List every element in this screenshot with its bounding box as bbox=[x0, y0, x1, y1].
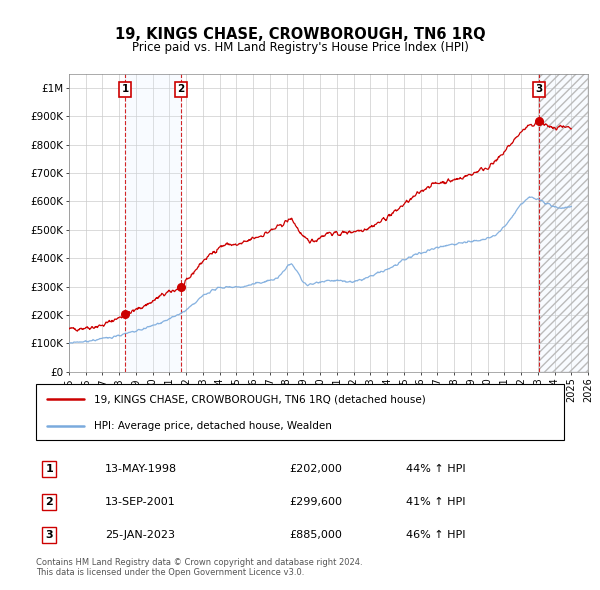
Text: 19, KINGS CHASE, CROWBOROUGH, TN6 1RQ (detached house): 19, KINGS CHASE, CROWBOROUGH, TN6 1RQ (d… bbox=[94, 394, 426, 404]
Text: 3: 3 bbox=[535, 84, 542, 94]
Text: £299,600: £299,600 bbox=[289, 497, 343, 507]
Bar bbox=[539, 74, 588, 372]
Text: Contains HM Land Registry data © Crown copyright and database right 2024.
This d: Contains HM Land Registry data © Crown c… bbox=[36, 558, 362, 577]
Text: Price paid vs. HM Land Registry's House Price Index (HPI): Price paid vs. HM Land Registry's House … bbox=[131, 41, 469, 54]
Text: 41% ↑ HPI: 41% ↑ HPI bbox=[406, 497, 465, 507]
Text: £885,000: £885,000 bbox=[289, 530, 343, 540]
Text: 13-MAY-1998: 13-MAY-1998 bbox=[104, 464, 177, 474]
Text: 3: 3 bbox=[46, 530, 53, 540]
Bar bbox=[539, 74, 588, 372]
Bar bbox=[125, 74, 181, 372]
Text: 19, KINGS CHASE, CROWBOROUGH, TN6 1RQ: 19, KINGS CHASE, CROWBOROUGH, TN6 1RQ bbox=[115, 27, 485, 41]
Text: 1: 1 bbox=[46, 464, 53, 474]
Text: 2: 2 bbox=[46, 497, 53, 507]
Text: 2: 2 bbox=[178, 84, 185, 94]
Text: 25-JAN-2023: 25-JAN-2023 bbox=[104, 530, 175, 540]
Text: 44% ↑ HPI: 44% ↑ HPI bbox=[406, 464, 465, 474]
Text: 13-SEP-2001: 13-SEP-2001 bbox=[104, 497, 175, 507]
Text: 1: 1 bbox=[122, 84, 129, 94]
Text: 46% ↑ HPI: 46% ↑ HPI bbox=[406, 530, 465, 540]
Text: HPI: Average price, detached house, Wealden: HPI: Average price, detached house, Weal… bbox=[94, 421, 332, 431]
Text: £202,000: £202,000 bbox=[289, 464, 343, 474]
